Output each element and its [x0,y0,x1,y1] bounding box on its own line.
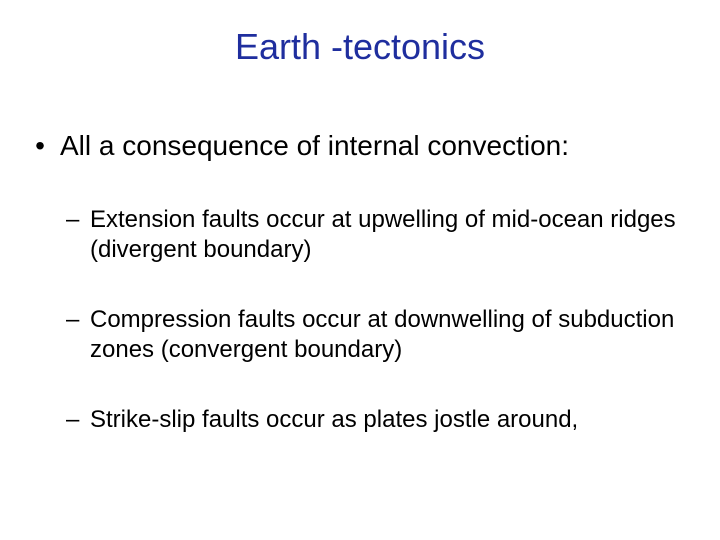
bullet-level2: – Strike-slip faults occur as plates jos… [66,405,700,435]
bullet-text: Extension faults occur at upwelling of m… [90,205,700,265]
bullet-level2: – Extension faults occur at upwelling of… [66,205,700,265]
bullet-marker-dash-icon: – [66,305,90,335]
bullet-text: Compression faults occur at downwelling … [90,305,700,365]
slide-title: Earth -tectonics [0,0,720,68]
slide-body: • All a consequence of internal convecti… [0,68,720,435]
bullet-marker-disc-icon: • [20,128,60,163]
bullet-marker-dash-icon: – [66,405,90,435]
bullet-text: All a consequence of internal convection… [60,128,569,163]
bullet-level1: • All a consequence of internal convecti… [20,128,700,163]
bullet-level2: – Compression faults occur at downwellin… [66,305,700,365]
bullet-text: Strike-slip faults occur as plates jostl… [90,405,578,435]
bullet-marker-dash-icon: – [66,205,90,235]
slide: Earth -tectonics • All a consequence of … [0,0,720,540]
